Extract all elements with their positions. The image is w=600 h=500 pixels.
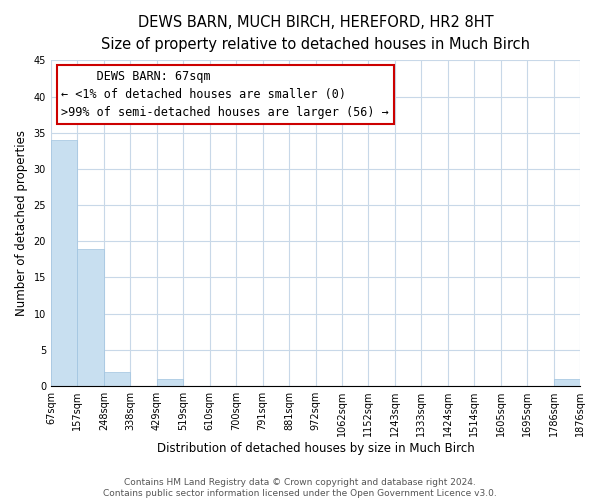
Bar — [51, 140, 77, 386]
Text: Contains HM Land Registry data © Crown copyright and database right 2024.
Contai: Contains HM Land Registry data © Crown c… — [103, 478, 497, 498]
Bar — [77, 248, 104, 386]
Bar — [104, 372, 130, 386]
Title: DEWS BARN, MUCH BIRCH, HEREFORD, HR2 8HT
Size of property relative to detached h: DEWS BARN, MUCH BIRCH, HEREFORD, HR2 8HT… — [101, 15, 530, 52]
Bar — [157, 379, 183, 386]
Y-axis label: Number of detached properties: Number of detached properties — [15, 130, 28, 316]
Text: DEWS BARN: 67sqm
← <1% of detached houses are smaller (0)
>99% of semi-detached : DEWS BARN: 67sqm ← <1% of detached house… — [61, 70, 389, 119]
Bar — [554, 379, 580, 386]
X-axis label: Distribution of detached houses by size in Much Birch: Distribution of detached houses by size … — [157, 442, 475, 455]
